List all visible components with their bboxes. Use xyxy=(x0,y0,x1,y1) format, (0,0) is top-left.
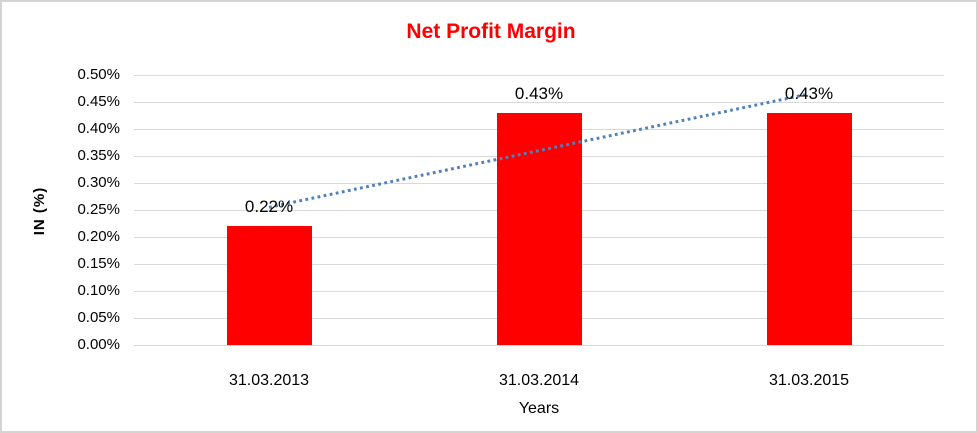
x-tick-label: 31.03.2013 xyxy=(228,372,310,389)
y-tick-label: 0.25% xyxy=(77,201,120,218)
data-label: 0.22% xyxy=(244,197,294,217)
bar-31.03.2015 xyxy=(766,112,852,345)
x-tick-label: 31.03.2015 xyxy=(768,372,850,389)
gridline xyxy=(134,74,944,76)
data-label: 0.43% xyxy=(784,83,834,103)
y-tick-label: 0.45% xyxy=(77,93,120,110)
x-axis-title: Years xyxy=(518,400,560,417)
y-tick-label: 0.20% xyxy=(77,228,120,245)
bar-31.03.2013 xyxy=(226,226,312,345)
y-tick-label: 0.15% xyxy=(77,255,120,272)
bar-31.03.2014 xyxy=(496,112,582,345)
y-tick-label: 0.30% xyxy=(77,174,120,191)
gridline xyxy=(134,344,944,346)
chart-title: Net Profit Margin xyxy=(406,20,576,43)
y-tick-label: 0.35% xyxy=(77,147,120,164)
y-tick-label: 0.05% xyxy=(77,309,120,326)
y-tick-label: 0.50% xyxy=(77,66,120,83)
y-tick-label: 0.10% xyxy=(77,282,120,299)
y-tick-label: 0.40% xyxy=(77,120,120,137)
data-label: 0.43% xyxy=(514,83,564,103)
y-tick-label: 0.00% xyxy=(77,336,120,353)
x-tick-label: 31.03.2014 xyxy=(498,372,580,389)
